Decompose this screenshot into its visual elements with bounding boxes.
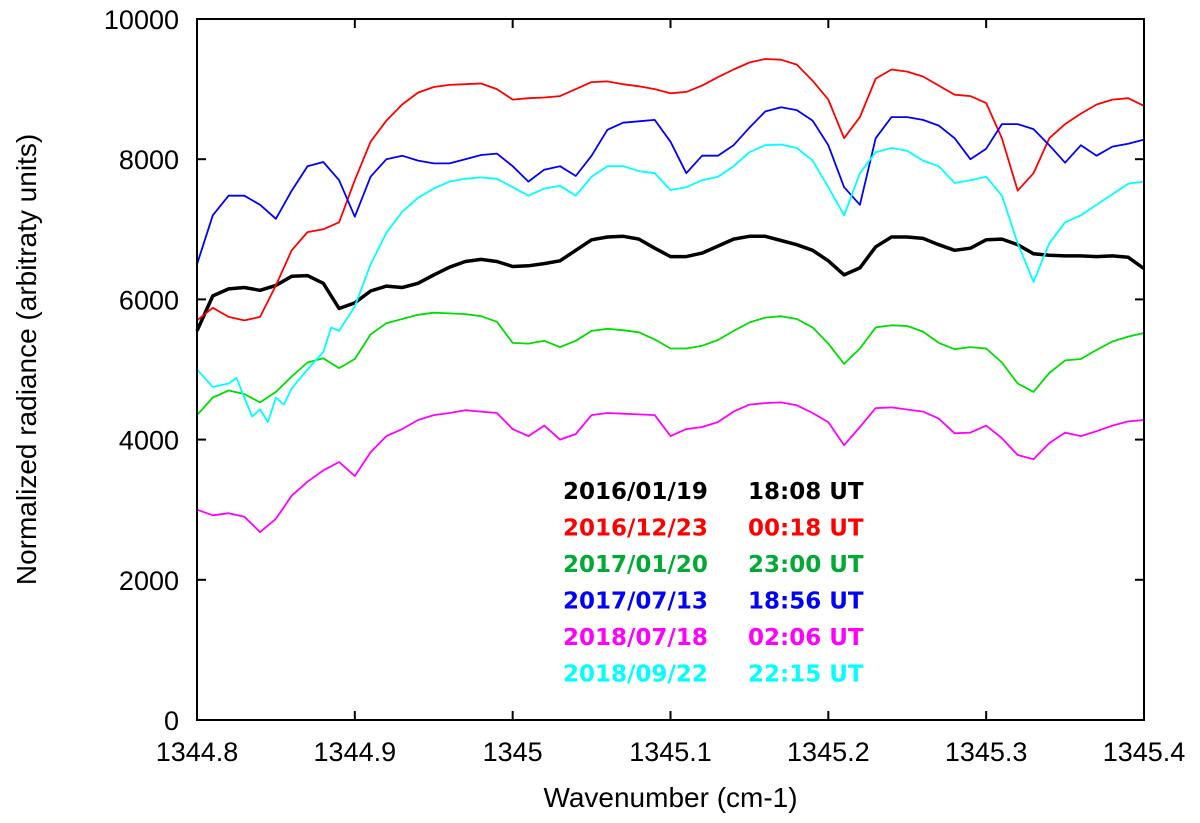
legend-date: 2018/07/18 [563,625,708,651]
y-tick-label: 10000 [104,5,179,35]
legend-date: 2018/09/22 [563,662,708,688]
y-tick-label: 0 [164,706,179,736]
legend-item: 2016/12/23 00:18 UT [563,516,864,542]
x-tick-label: 1345.2 [787,737,870,767]
legend-time: 00:18 UT [748,516,864,542]
legend: 2016/01/19 18:08 UT 2016/12/23 00:18 UT 2017… [563,479,864,688]
y-tick-label: 6000 [119,285,179,315]
y-tick-label: 8000 [119,145,179,175]
x-tick-label: 1344.9 [314,737,397,767]
legend-time: 02:06 UT [748,625,864,651]
legend-item: 2017/07/13 18:56 UT [563,589,864,615]
x-tick-label: 1345 [483,737,543,767]
x-tick-label: 1345.1 [629,737,712,767]
series-line-1 [195,234,1146,332]
x-tick-label: 1344.8 [156,737,239,767]
y-tick-label: 4000 [119,426,179,456]
legend-time: 18:56 UT [748,589,864,615]
legend-item: 2018/09/22 22:15 UT [563,662,864,688]
series-line-6 [196,143,1145,423]
legend-date: 2017/07/13 [563,589,708,615]
plot-frame [196,18,1145,721]
legend-item: 2016/01/19 18:08 UT [563,479,864,505]
x-tick-label: 1345.3 [945,737,1028,767]
legend-time: 23:00 UT [748,552,864,578]
legend-date: 2016/01/19 [563,479,708,505]
y-tick-label: 2000 [119,566,179,596]
tick-layer: 1344.8 1344.9 1345 1345.1 1345.2 1345.3 1345.4… [104,5,1185,767]
legend-item: 2018/07/18 02:06 UT [563,625,864,651]
series-line-4 [196,106,1145,265]
x-axis-title: Wavenumber (cm-1) [543,782,797,813]
series-line-3 [196,311,1145,416]
legend-date: 2016/12/23 [563,516,708,542]
x-tick-label: 1345.4 [1103,737,1186,767]
legend-item: 2017/01/20 23:00 UT [563,552,864,578]
legend-time: 18:08 UT [748,479,864,505]
legend-time: 22:15 UT [748,662,864,688]
series-line-5 [196,401,1145,533]
series-line-2 [196,58,1145,322]
y-axis-title: Normalized radiance (arbitraty units) [11,134,42,585]
series-layer [195,58,1146,533]
legend-date: 2017/01/20 [563,552,708,578]
